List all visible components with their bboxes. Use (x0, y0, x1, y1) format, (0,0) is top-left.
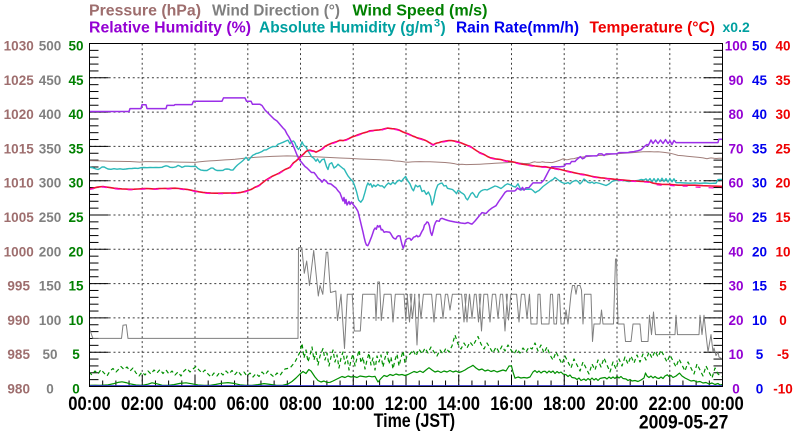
svg-text:0: 0 (779, 313, 787, 328)
svg-text:16:00: 16:00 (490, 393, 533, 415)
svg-text:1020: 1020 (4, 107, 34, 122)
svg-text:12:00: 12:00 (385, 393, 428, 415)
svg-text:150: 150 (39, 279, 62, 294)
svg-text:Wind Direction (°): Wind Direction (°) (212, 3, 340, 20)
svg-text:985: 985 (7, 347, 30, 362)
svg-text:22:00: 22:00 (649, 393, 692, 415)
svg-text:5: 5 (72, 347, 80, 362)
svg-text:25: 25 (68, 210, 84, 225)
svg-text:30: 30 (752, 176, 767, 191)
svg-text:350: 350 (39, 141, 62, 156)
svg-text:20: 20 (68, 244, 83, 259)
svg-text:50: 50 (728, 210, 743, 225)
svg-text:25: 25 (775, 141, 791, 156)
svg-text:1005: 1005 (4, 210, 35, 225)
svg-text:30: 30 (775, 107, 790, 122)
svg-text:1025: 1025 (4, 73, 35, 88)
svg-text:35: 35 (68, 141, 84, 156)
svg-text:1010: 1010 (4, 176, 34, 191)
svg-text:Absolute Humidity (g/m: Absolute Humidity (g/m (259, 20, 433, 37)
svg-text:0: 0 (732, 382, 740, 397)
svg-text:Rain Rate(mm/h): Rain Rate(mm/h) (456, 20, 579, 37)
svg-text:200: 200 (39, 244, 62, 259)
svg-text:00:00: 00:00 (701, 393, 744, 415)
svg-text:0: 0 (756, 382, 764, 397)
svg-text:15: 15 (752, 279, 768, 294)
svg-text:250: 250 (39, 210, 62, 225)
svg-text:40: 40 (775, 39, 790, 54)
svg-text:70: 70 (728, 141, 743, 156)
svg-text:Relative Humidity (%): Relative Humidity (%) (89, 20, 251, 37)
svg-text:1000: 1000 (4, 244, 34, 259)
svg-text:3: 3 (434, 18, 440, 30)
svg-text:90: 90 (728, 73, 743, 88)
svg-text:35: 35 (752, 141, 768, 156)
svg-text:35: 35 (775, 73, 791, 88)
svg-text:0: 0 (72, 382, 80, 397)
svg-text:Time (JST): Time (JST) (374, 410, 456, 432)
svg-text:10: 10 (752, 313, 767, 328)
svg-text:400: 400 (39, 107, 62, 122)
svg-text:5: 5 (756, 347, 764, 362)
svg-text:980: 980 (7, 382, 30, 397)
svg-text:40: 40 (728, 244, 743, 259)
svg-text:100: 100 (725, 39, 748, 54)
svg-text:1030: 1030 (4, 39, 34, 54)
svg-text:04:00: 04:00 (174, 393, 217, 415)
svg-text:50: 50 (68, 39, 83, 54)
svg-text:30: 30 (728, 279, 743, 294)
svg-text:Wind Speed (m/s): Wind Speed (m/s) (353, 3, 488, 20)
svg-text:10: 10 (68, 313, 83, 328)
svg-text:-5: -5 (777, 347, 789, 362)
svg-text:990: 990 (7, 313, 30, 328)
svg-text:): ) (441, 20, 446, 37)
svg-text:10: 10 (775, 244, 790, 259)
svg-text:06:00: 06:00 (227, 393, 270, 415)
svg-text:20:00: 20:00 (596, 393, 639, 415)
svg-text:20: 20 (752, 244, 767, 259)
svg-text:40: 40 (752, 107, 767, 122)
svg-text:450: 450 (39, 73, 62, 88)
svg-text:00:00: 00:00 (68, 393, 111, 415)
svg-text:50: 50 (752, 39, 767, 54)
svg-text:14:00: 14:00 (438, 393, 481, 415)
svg-text:5: 5 (779, 279, 787, 294)
svg-text:-10: -10 (773, 382, 793, 397)
svg-text:45: 45 (752, 73, 768, 88)
svg-text:0: 0 (46, 382, 54, 397)
svg-text:100: 100 (39, 313, 62, 328)
svg-text:50: 50 (42, 347, 57, 362)
svg-text:25: 25 (752, 210, 768, 225)
svg-text:45: 45 (68, 73, 84, 88)
svg-text:60: 60 (728, 176, 743, 191)
svg-text:20: 20 (728, 313, 743, 328)
svg-text:80: 80 (728, 107, 743, 122)
svg-text:15: 15 (775, 210, 791, 225)
svg-text:1015: 1015 (4, 141, 35, 156)
svg-text:2009-05-27: 2009-05-27 (639, 412, 729, 434)
svg-text:300: 300 (39, 176, 62, 191)
svg-text:30: 30 (68, 176, 83, 191)
svg-text:15: 15 (68, 279, 84, 294)
svg-text:02:00: 02:00 (121, 393, 164, 415)
svg-text:Pressure (hPa): Pressure (hPa) (89, 3, 201, 20)
svg-text:10: 10 (728, 347, 743, 362)
svg-text:500: 500 (39, 39, 62, 54)
svg-text:20: 20 (775, 176, 790, 191)
svg-text:08:00: 08:00 (279, 393, 322, 415)
svg-text:10:00: 10:00 (332, 393, 375, 415)
svg-text:995: 995 (7, 279, 30, 294)
svg-text:Temperature (°C): Temperature (°C) (590, 20, 716, 37)
svg-text:40: 40 (68, 107, 83, 122)
svg-text:x0.2: x0.2 (723, 19, 750, 35)
svg-text:18:00: 18:00 (543, 393, 586, 415)
